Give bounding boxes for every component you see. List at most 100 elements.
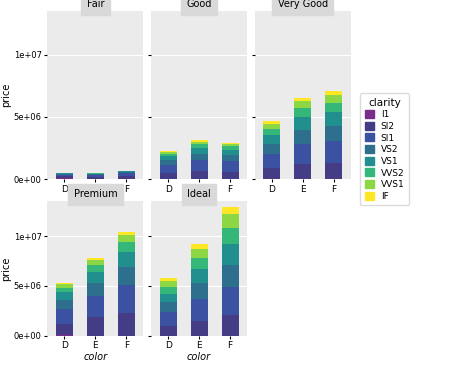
Title: Fair: Fair [87, 0, 104, 9]
Bar [160, 151, 177, 152]
Bar [118, 176, 135, 179]
Bar [294, 101, 311, 108]
Bar [263, 121, 280, 124]
Bar [191, 171, 208, 179]
Bar [221, 228, 238, 244]
Title: Premium: Premium [73, 189, 117, 199]
Bar [118, 232, 135, 235]
Bar [191, 300, 208, 320]
Bar [191, 258, 208, 269]
Bar [263, 129, 280, 135]
Title: Good: Good [186, 0, 212, 9]
Bar [191, 244, 208, 249]
Bar [325, 112, 342, 126]
Bar [263, 135, 280, 144]
Bar [87, 177, 104, 179]
Bar [118, 267, 135, 285]
Bar [191, 160, 208, 171]
Bar [325, 91, 342, 95]
Bar [221, 155, 238, 162]
Bar [294, 117, 311, 130]
Bar [87, 265, 104, 272]
Bar [191, 154, 208, 160]
Bar [56, 300, 73, 309]
Bar [87, 296, 104, 317]
Bar [325, 163, 342, 179]
Bar [221, 144, 238, 147]
Bar [263, 154, 280, 168]
Bar [118, 171, 135, 172]
Bar [160, 160, 177, 164]
Bar [221, 214, 238, 228]
Bar [160, 164, 177, 173]
Bar [87, 257, 104, 260]
Bar [294, 98, 311, 101]
Bar [160, 154, 177, 156]
Bar [87, 283, 104, 296]
Bar [191, 140, 208, 142]
Bar [221, 143, 238, 144]
Bar [221, 244, 238, 264]
Bar [87, 317, 104, 336]
Bar [221, 172, 238, 179]
Bar [160, 156, 177, 160]
Bar [263, 144, 280, 154]
Bar [160, 303, 177, 312]
Bar [160, 287, 177, 294]
Bar [294, 164, 311, 179]
Bar [191, 283, 208, 300]
Bar [118, 235, 135, 242]
Bar [325, 126, 342, 141]
Bar [294, 108, 311, 117]
Bar [294, 144, 311, 164]
Bar [191, 148, 208, 154]
Bar [87, 174, 104, 175]
Bar [56, 284, 73, 288]
Bar [221, 287, 238, 315]
Bar [56, 292, 73, 300]
Bar [221, 147, 238, 150]
Bar [118, 172, 135, 173]
Bar [118, 285, 135, 313]
Bar [263, 168, 280, 179]
Bar [56, 173, 73, 174]
Bar [160, 278, 177, 281]
Bar [160, 294, 177, 303]
Bar [87, 272, 104, 283]
Bar [56, 283, 73, 284]
Bar [191, 249, 208, 258]
Bar [221, 207, 238, 214]
Bar [118, 252, 135, 267]
Title: Very Good: Very Good [278, 0, 328, 9]
Bar [325, 141, 342, 163]
Bar [118, 173, 135, 176]
Title: Ideal: Ideal [187, 189, 211, 199]
Bar [191, 144, 208, 148]
Bar [56, 174, 73, 175]
Bar [191, 142, 208, 144]
Bar [56, 175, 73, 176]
Bar [56, 176, 73, 178]
Bar [56, 178, 73, 179]
Bar [160, 152, 177, 154]
Bar [325, 95, 342, 103]
Bar [87, 260, 104, 265]
Bar [160, 312, 177, 326]
Bar [221, 264, 238, 287]
Bar [221, 150, 238, 155]
Bar [56, 324, 73, 335]
Bar [56, 288, 73, 292]
Bar [87, 173, 104, 174]
Bar [325, 103, 342, 112]
Bar [294, 130, 311, 144]
X-axis label: color: color [187, 352, 211, 362]
Bar [56, 309, 73, 324]
Bar [160, 173, 177, 179]
Bar [87, 175, 104, 177]
X-axis label: color: color [83, 352, 108, 362]
Bar [118, 313, 135, 336]
Bar [221, 162, 238, 172]
Bar [118, 242, 135, 252]
Bar [263, 124, 280, 129]
Bar [160, 326, 177, 336]
